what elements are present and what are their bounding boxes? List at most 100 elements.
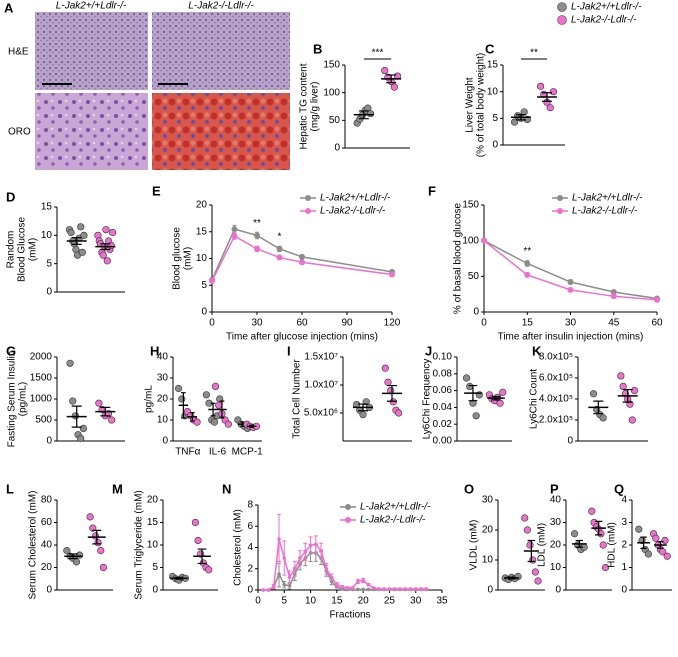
y-tick-label: 0.08 (433, 368, 453, 379)
y-tick-label: 5 (152, 562, 158, 573)
y-tick-label: 2.0x10⁵ (539, 415, 573, 426)
x-tick-label: 15 (522, 318, 534, 329)
x-tick-label: 30 (410, 596, 422, 607)
panel-letter: F (428, 183, 436, 198)
x-tick-label: IL-6 (209, 447, 227, 458)
y-tick-label: 1.5x10⁷ (304, 352, 338, 363)
error-bar (197, 548, 207, 565)
y-axis-label: (% of total body weight) (476, 53, 487, 158)
x-tick-label: 0 (209, 318, 215, 329)
y-tick-label: 0 (247, 585, 253, 596)
x-axis-label: Fractions (329, 610, 370, 621)
data-point (224, 420, 232, 428)
y-tick-label: 0 (487, 585, 493, 596)
error-bar (174, 576, 184, 580)
data-point (395, 409, 403, 417)
data-point (340, 585, 344, 589)
chart-panel: K 0 2.0x10⁵ 4.0x10⁵ 6.0x10⁵ 8.0x10⁵ Ly6Chi Cou… (529, 343, 648, 447)
legend-label: L-Jak2-/-Ldlr-/- (572, 206, 638, 217)
data-point (356, 587, 360, 592)
legend-label: L-Jak2+/+Ldlr-/- (320, 193, 391, 204)
data-point (94, 539, 102, 547)
data-point (102, 226, 110, 234)
data-point (293, 566, 297, 571)
series-line (211, 234, 393, 282)
data-point (298, 556, 302, 560)
data-point (630, 387, 639, 395)
data-point (635, 525, 643, 533)
chart-panel: P 0 10 20 30 40 LDL (mM) (537, 481, 612, 596)
data-point (661, 536, 669, 545)
y-tick-label: 2 (621, 540, 627, 551)
panel-letter: G (6, 343, 16, 358)
y-tick-label: 15 (487, 60, 499, 71)
y-tick-label: 1 (621, 562, 627, 573)
data-point (319, 548, 323, 553)
y-tick-label: 1.0x10⁷ (304, 380, 338, 391)
legend-marker (345, 517, 351, 523)
annotation: ** (253, 218, 261, 229)
panel-letter: N (222, 481, 231, 496)
error-bar (189, 412, 195, 422)
y-tick-label: 0 (46, 436, 52, 447)
y-tick-label: 10 (550, 562, 562, 573)
data-point (282, 556, 287, 560)
error-bar (210, 402, 216, 417)
x-tick-label: 30 (251, 318, 263, 329)
data-point (174, 384, 183, 393)
legend-marker (557, 15, 567, 25)
data-point (398, 587, 402, 591)
data-point (303, 549, 308, 554)
y-axis-label: (pg/mL) (18, 382, 29, 416)
data-point (644, 550, 653, 558)
x-tick-label: 20 (358, 596, 370, 607)
data-point (79, 424, 87, 433)
panel-letter: O (464, 481, 474, 496)
error-bar (92, 529, 102, 545)
y-tick-label: 80 (41, 495, 53, 506)
panel-letter: C (485, 41, 495, 56)
y-tick-label: 0 (492, 140, 498, 151)
error-bar (593, 400, 604, 415)
panel-letter: J (425, 343, 432, 358)
data-point (107, 241, 115, 250)
data-point (271, 585, 276, 589)
y-tick-label: 2000 (30, 352, 53, 363)
y-tick-label: 20 (196, 200, 208, 211)
y-tick-label: 50 (468, 271, 480, 282)
error-bar (249, 424, 254, 428)
y-tick-label: 4 (621, 495, 627, 506)
data-point (549, 88, 558, 96)
data-point (209, 277, 215, 284)
y-tick-label: 0 (152, 585, 158, 596)
data-point (359, 411, 367, 419)
y-tick-label: 60 (41, 517, 53, 528)
x-tick-label: 35 (436, 596, 448, 607)
y-tick-label: 40 (157, 352, 169, 363)
data-point (419, 587, 423, 591)
chart-panel: D 0 5 10 15 Random Blood Glucose (mM) (6, 189, 125, 298)
data-point (652, 534, 660, 542)
data-point (345, 586, 350, 590)
y-tick-label: 10 (482, 555, 494, 566)
error-bar (594, 520, 603, 536)
y-tick-label: 8 (247, 500, 253, 511)
x-tick-label: TNFα (175, 447, 200, 458)
y-tick-label: 100 (323, 87, 340, 98)
data-point (178, 395, 186, 403)
panel-letter: H (150, 343, 159, 358)
data-point (78, 248, 86, 256)
data-point (521, 514, 529, 522)
data-point (99, 563, 108, 572)
data-point (77, 434, 85, 443)
x-tick-label: 25 (384, 596, 396, 607)
y-tick-label: 1500 (30, 373, 53, 384)
y-axis-label: (mM) (28, 238, 39, 261)
data-point (589, 390, 598, 398)
data-point (599, 414, 607, 422)
data-point (80, 231, 88, 239)
micrograph (152, 12, 290, 90)
panel-a: A L-Jak2+/+Ldlr-/- L-Jak2-/-Ldlr-/- H&E … (4, 0, 290, 170)
y-tick-label: 10 (196, 253, 208, 264)
